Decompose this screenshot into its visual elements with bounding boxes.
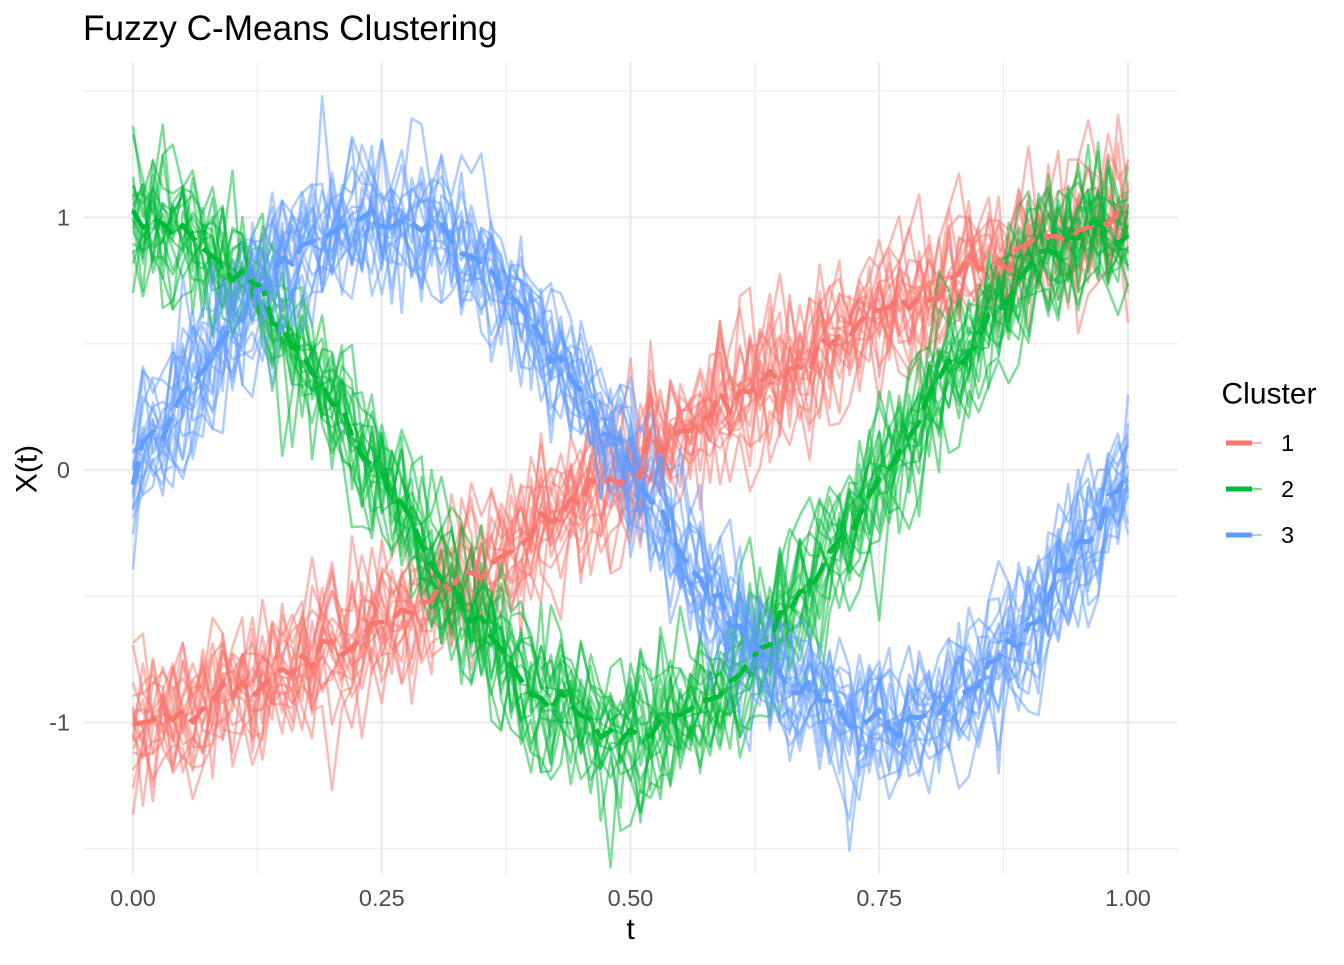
svg-text:1.00: 1.00 (1105, 885, 1151, 911)
svg-text:Fuzzy C-Means Clustering: Fuzzy C-Means Clustering (83, 9, 498, 48)
svg-text:-1: -1 (49, 710, 70, 736)
svg-text:X(t): X(t) (11, 445, 44, 493)
svg-text:1: 1 (1281, 430, 1294, 456)
svg-text:0.25: 0.25 (359, 885, 405, 911)
svg-text:2: 2 (1281, 476, 1294, 502)
svg-text:1: 1 (57, 205, 70, 231)
svg-text:0.75: 0.75 (856, 885, 902, 911)
svg-text:t: t (626, 913, 635, 946)
svg-text:0: 0 (57, 457, 70, 483)
svg-text:0.50: 0.50 (608, 885, 654, 911)
svg-text:0.00: 0.00 (110, 885, 156, 911)
svg-text:3: 3 (1281, 522, 1294, 548)
svg-text:Cluster: Cluster (1222, 378, 1317, 411)
